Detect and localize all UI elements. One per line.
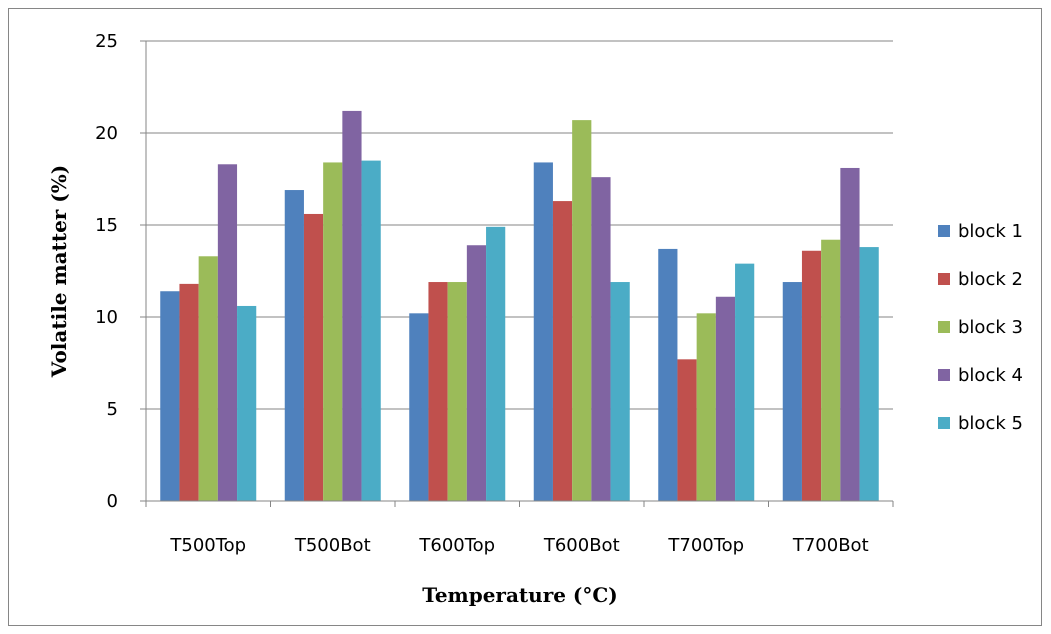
legend-swatch xyxy=(938,225,950,237)
y-tick-label: 0 xyxy=(107,491,118,512)
bar-block-3-T700Top xyxy=(696,313,716,501)
x-tick-label: T700Bot xyxy=(792,535,869,556)
legend-swatch xyxy=(938,417,950,429)
bar-block-4-T500Top xyxy=(217,164,238,501)
bars xyxy=(160,110,879,502)
bar-block-5-T500Top xyxy=(237,305,257,501)
y-axis-title: Volatile matter (%) xyxy=(47,165,71,378)
bar-block-1-T700Bot xyxy=(782,282,802,501)
x-tick-label: T600Top xyxy=(418,535,495,556)
y-tick-label: 25 xyxy=(95,31,118,52)
x-tick-label: T600Bot xyxy=(543,535,620,556)
bar-block-5-T500Bot xyxy=(361,160,381,501)
bar-block-2-T600Bot xyxy=(552,201,573,501)
bar-block-5-T700Top xyxy=(735,263,755,501)
y-tick-label: 20 xyxy=(95,123,118,144)
bar-block-1-T500Bot xyxy=(284,190,304,502)
bar-block-3-T600Bot xyxy=(572,120,592,502)
legend-label: block 4 xyxy=(958,365,1023,386)
bar-block-4-T600Top xyxy=(466,245,487,501)
bar-block-5-T600Bot xyxy=(610,282,630,501)
bar-block-3-T700Bot xyxy=(821,239,841,501)
bar-block-2-T600Top xyxy=(428,282,448,501)
bar-block-1-T500Top xyxy=(160,291,180,501)
bar-block-2-T500Top xyxy=(179,283,199,501)
legend-swatch xyxy=(938,321,950,333)
bar-block-4-T600Bot xyxy=(591,177,611,501)
x-tick-label: T500Top xyxy=(169,535,246,556)
x-axis-ticks: T500Top T500Bot T600Top T600Bot T700Top T700B… xyxy=(145,501,894,556)
bar-block-2-T500Bot xyxy=(303,213,324,501)
x-tick-label: T500Bot xyxy=(294,535,371,556)
bar-block-2-T700Top xyxy=(677,359,697,501)
x-axis-title: Temperature (°C) xyxy=(422,583,618,607)
legend-label: block 2 xyxy=(958,269,1023,290)
bar-block-5-T700Bot xyxy=(859,247,879,501)
bar-block-4-T700Bot xyxy=(840,167,860,501)
axes xyxy=(145,41,893,502)
legend-label: block 1 xyxy=(958,221,1023,242)
bar-block-3-T600Top xyxy=(447,282,467,501)
y-axis-ticks: 0 5 10 15 20 25 xyxy=(95,31,146,512)
legend-swatch xyxy=(938,273,950,285)
legend-label: block 3 xyxy=(958,317,1023,338)
legend: block 1 block 2 block 3 block 4 block 5 xyxy=(938,221,1023,434)
gridlines xyxy=(146,40,893,410)
bar-block-3-T500Top xyxy=(198,256,218,501)
bar-block-1-T700Top xyxy=(658,248,678,501)
bar-block-3-T500Bot xyxy=(323,162,343,501)
x-tick-label: T700Top xyxy=(667,535,744,556)
bar-block-1-T600Bot xyxy=(533,162,553,501)
bar-block-5-T600Top xyxy=(486,226,506,501)
legend-swatch xyxy=(938,369,950,381)
y-tick-label: 10 xyxy=(95,307,118,328)
bar-block-1-T600Top xyxy=(409,313,429,501)
bar-block-2-T700Bot xyxy=(801,250,822,501)
bar-block-4-T500Bot xyxy=(342,110,362,502)
legend-label: block 5 xyxy=(958,413,1023,434)
y-tick-label: 15 xyxy=(95,215,118,236)
y-tick-label: 5 xyxy=(107,399,118,420)
bar-block-4-T700Top xyxy=(715,296,736,501)
